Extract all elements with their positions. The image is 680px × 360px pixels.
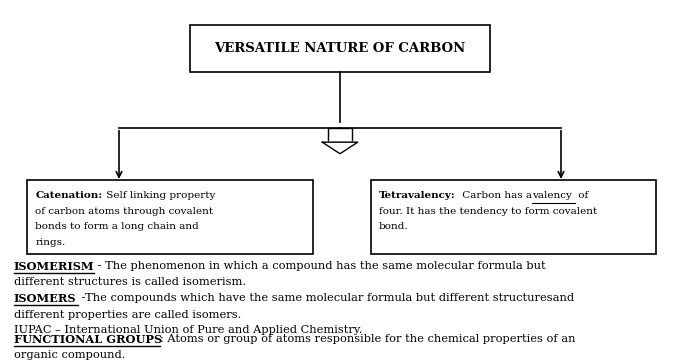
- Text: IUPAC – International Union of Pure and Applied Chemistry.: IUPAC – International Union of Pure and …: [14, 325, 362, 335]
- Text: four. It has the tendency to form covalent: four. It has the tendency to form covale…: [379, 207, 597, 216]
- Text: bond.: bond.: [379, 222, 409, 231]
- Text: Tetravalency:: Tetravalency:: [379, 191, 456, 200]
- Text: Self linking property: Self linking property: [103, 191, 216, 200]
- Text: -The compounds which have the same molecular formula but different structuresand: -The compounds which have the same molec…: [78, 293, 574, 303]
- Polygon shape: [322, 142, 358, 154]
- Text: of carbon atoms through covalent: of carbon atoms through covalent: [35, 207, 214, 216]
- FancyBboxPatch shape: [371, 180, 656, 254]
- Text: VERSATILE NATURE OF CARBON: VERSATILE NATURE OF CARBON: [214, 42, 466, 55]
- Text: ISOMERS: ISOMERS: [14, 293, 76, 305]
- FancyBboxPatch shape: [190, 25, 490, 72]
- Text: of: of: [575, 191, 588, 200]
- FancyBboxPatch shape: [328, 128, 352, 142]
- Text: ISOMERISM: ISOMERISM: [14, 261, 94, 272]
- Text: different structures is called isomerism.: different structures is called isomerism…: [14, 277, 245, 287]
- Text: different properties are called isomers.: different properties are called isomers.: [14, 310, 241, 320]
- Text: rings.: rings.: [35, 238, 65, 247]
- FancyBboxPatch shape: [27, 180, 313, 254]
- Text: valency: valency: [532, 191, 573, 200]
- Text: Carbon has a: Carbon has a: [459, 191, 535, 200]
- Text: bonds to form a long chain and: bonds to form a long chain and: [35, 222, 199, 231]
- Text: - The phenomenon in which a compound has the same molecular formula but: - The phenomenon in which a compound has…: [94, 261, 545, 271]
- Text: : Atoms or group of atoms responsible for the chemical properties of an: : Atoms or group of atoms responsible fo…: [160, 334, 575, 344]
- Text: organic compound.: organic compound.: [14, 350, 125, 360]
- Text: FUNCTIONAL GROUPS: FUNCTIONAL GROUPS: [14, 334, 162, 345]
- Text: Catenation:: Catenation:: [35, 191, 103, 200]
